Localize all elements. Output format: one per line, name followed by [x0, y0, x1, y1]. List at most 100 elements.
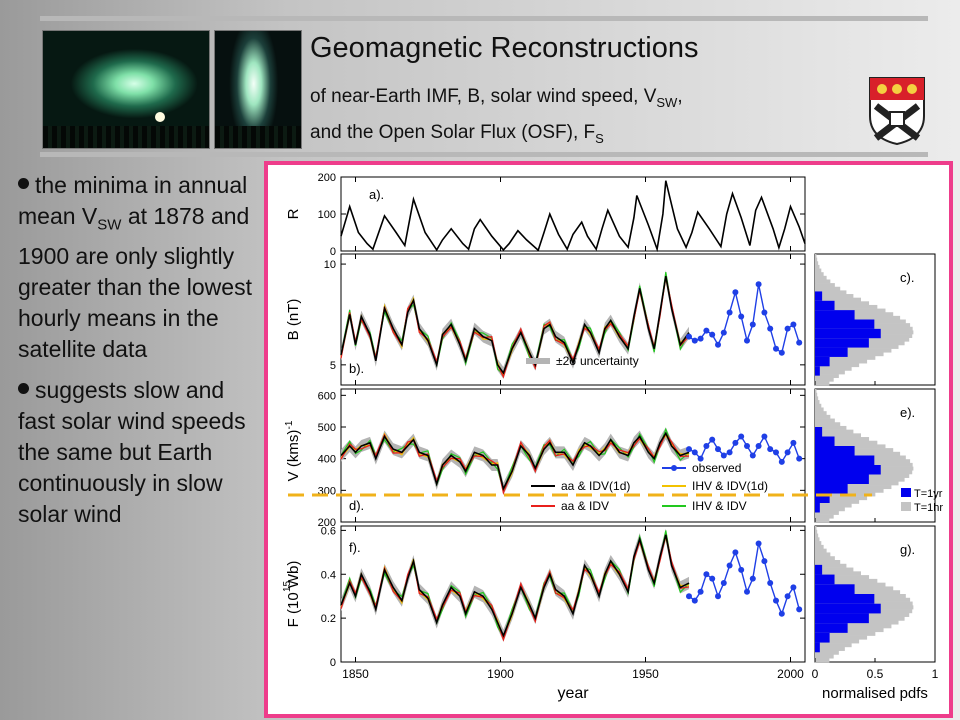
observed-point — [796, 455, 803, 462]
pdf-bar-annual — [815, 427, 823, 437]
observed-point — [784, 325, 791, 332]
pdf-bar-hourly — [815, 639, 860, 644]
pdf-bar-annual — [815, 594, 875, 604]
pdf-bar-hourly — [815, 381, 830, 386]
pdf-bar-hourly — [815, 389, 817, 393]
observed-point — [691, 337, 698, 344]
pdf-bar-hourly — [815, 544, 824, 549]
legend-label: ±2σ uncertainty — [556, 354, 639, 368]
observed-point — [691, 449, 698, 456]
pdf-bar-hourly — [815, 286, 841, 291]
observed-point — [796, 606, 803, 613]
pdf-bar-hourly — [815, 503, 852, 508]
bullet-item: the minima in annual mean VSW at 1878 an… — [18, 172, 252, 362]
pdf-panel-g: g). 0 0.5 1 normalised pdfs — [812, 525, 939, 702]
pdf-bar-annual — [815, 574, 835, 585]
pdf-bar-hourly — [815, 514, 834, 519]
y-tick-label: 100 — [318, 209, 336, 221]
legend-label: aa & IDV — [561, 499, 609, 513]
y-tick-label: 5 — [330, 360, 336, 372]
series-line — [340, 180, 806, 253]
pdf-bar-hourly — [815, 643, 852, 648]
observed-point — [773, 345, 779, 352]
pdf-bar-hourly — [815, 422, 841, 427]
observed-point — [744, 443, 750, 449]
y-axis-label: R — [285, 208, 302, 219]
header-top-rule — [40, 16, 928, 21]
pdf-bar-hourly — [815, 533, 819, 538]
pdf-bar-annual — [815, 356, 830, 367]
legend-label: observed — [692, 461, 741, 475]
pdf-bar-hourly — [815, 529, 818, 534]
x-tick-label: 0.5 — [867, 667, 884, 681]
y-tick-label: 600 — [318, 390, 336, 402]
pdf-bar-hourly — [815, 275, 827, 280]
pdf-bar-hourly — [815, 526, 817, 531]
pdf-bar-annual — [815, 347, 848, 357]
pdf-bar-hourly — [815, 571, 861, 576]
observed-point — [686, 446, 692, 453]
pdf-bar-hourly — [815, 658, 830, 663]
observed-point — [773, 597, 779, 604]
y-axis-exponent: -1 — [284, 420, 295, 429]
observed-point — [778, 610, 785, 617]
pdf-bar-hourly — [815, 429, 854, 434]
pdf-bar-hourly — [815, 646, 845, 651]
pdf-bar-annual — [815, 300, 835, 311]
y-axis-label: V (kms) — [285, 430, 302, 482]
pdf-bar-hourly — [815, 485, 892, 490]
pdf-bar-hourly — [815, 552, 831, 557]
pdf-bar-hourly — [815, 437, 870, 442]
legend-label: T=1hr — [914, 502, 943, 514]
pdf-bar-hourly — [815, 414, 831, 419]
panel-label: b). — [349, 361, 364, 376]
observed-point — [691, 597, 698, 604]
y-tick-label: 0 — [330, 657, 336, 669]
observed-point — [790, 584, 797, 591]
observed-point — [715, 593, 721, 600]
observed-point — [703, 571, 710, 578]
pdf-bar-annual — [815, 564, 823, 575]
x-tick-label: 1900 — [487, 667, 514, 681]
panel-f: 0 0.2 0.4 0.6 f). F (10 Wb)15 1850 1900 1950 2000… — [282, 525, 806, 702]
observed-point — [715, 446, 721, 453]
pdf-bar-hourly — [815, 631, 876, 636]
observed-point — [720, 452, 727, 459]
observed-point — [738, 313, 745, 320]
slide-title: Geomagnetic Reconstructions — [310, 32, 699, 64]
observed-point — [686, 593, 692, 600]
observed-point — [697, 455, 704, 462]
observed-point — [709, 436, 716, 443]
pdf-bar-hourly — [815, 294, 854, 298]
pdf-bar-hourly — [815, 279, 831, 284]
pdf-bar-annual — [815, 632, 830, 643]
observed-point — [709, 331, 716, 338]
pdf-bar-hourly — [815, 363, 860, 368]
panel-label: e). — [900, 405, 915, 420]
y-axis-exponent: 15 — [282, 580, 293, 592]
pdf-bar-hourly — [815, 348, 892, 353]
observed-point — [755, 443, 762, 449]
panel-b: 5 10 b). B (nT) ±2σ uncertainty — [285, 253, 806, 386]
pdf-bar-hourly — [815, 433, 861, 438]
y-tick-label: 200 — [318, 172, 336, 184]
bullet-dot-icon — [18, 382, 29, 394]
pdf-bar-hourly — [815, 272, 824, 277]
pdf-bar-hourly — [815, 425, 847, 430]
observed-point — [726, 309, 733, 316]
pdf-bar-hourly — [815, 370, 845, 375]
pdf-bar-annual — [815, 310, 855, 320]
legend-swatch — [901, 488, 911, 497]
observed-point — [790, 439, 797, 446]
observed-point — [738, 433, 745, 440]
pdf-bar-hourly — [815, 590, 901, 595]
pdf-bar-hourly — [815, 541, 822, 546]
observed-point — [709, 575, 716, 582]
x-tick-label: 1 — [932, 667, 939, 681]
pdf-bar-hourly — [815, 578, 878, 583]
pdf-bar-hourly — [815, 290, 847, 295]
y-tick-label: 500 — [318, 422, 336, 434]
pdf-bar-annual — [815, 584, 855, 594]
panel-label: c). — [900, 270, 914, 285]
observed-point — [784, 449, 791, 456]
